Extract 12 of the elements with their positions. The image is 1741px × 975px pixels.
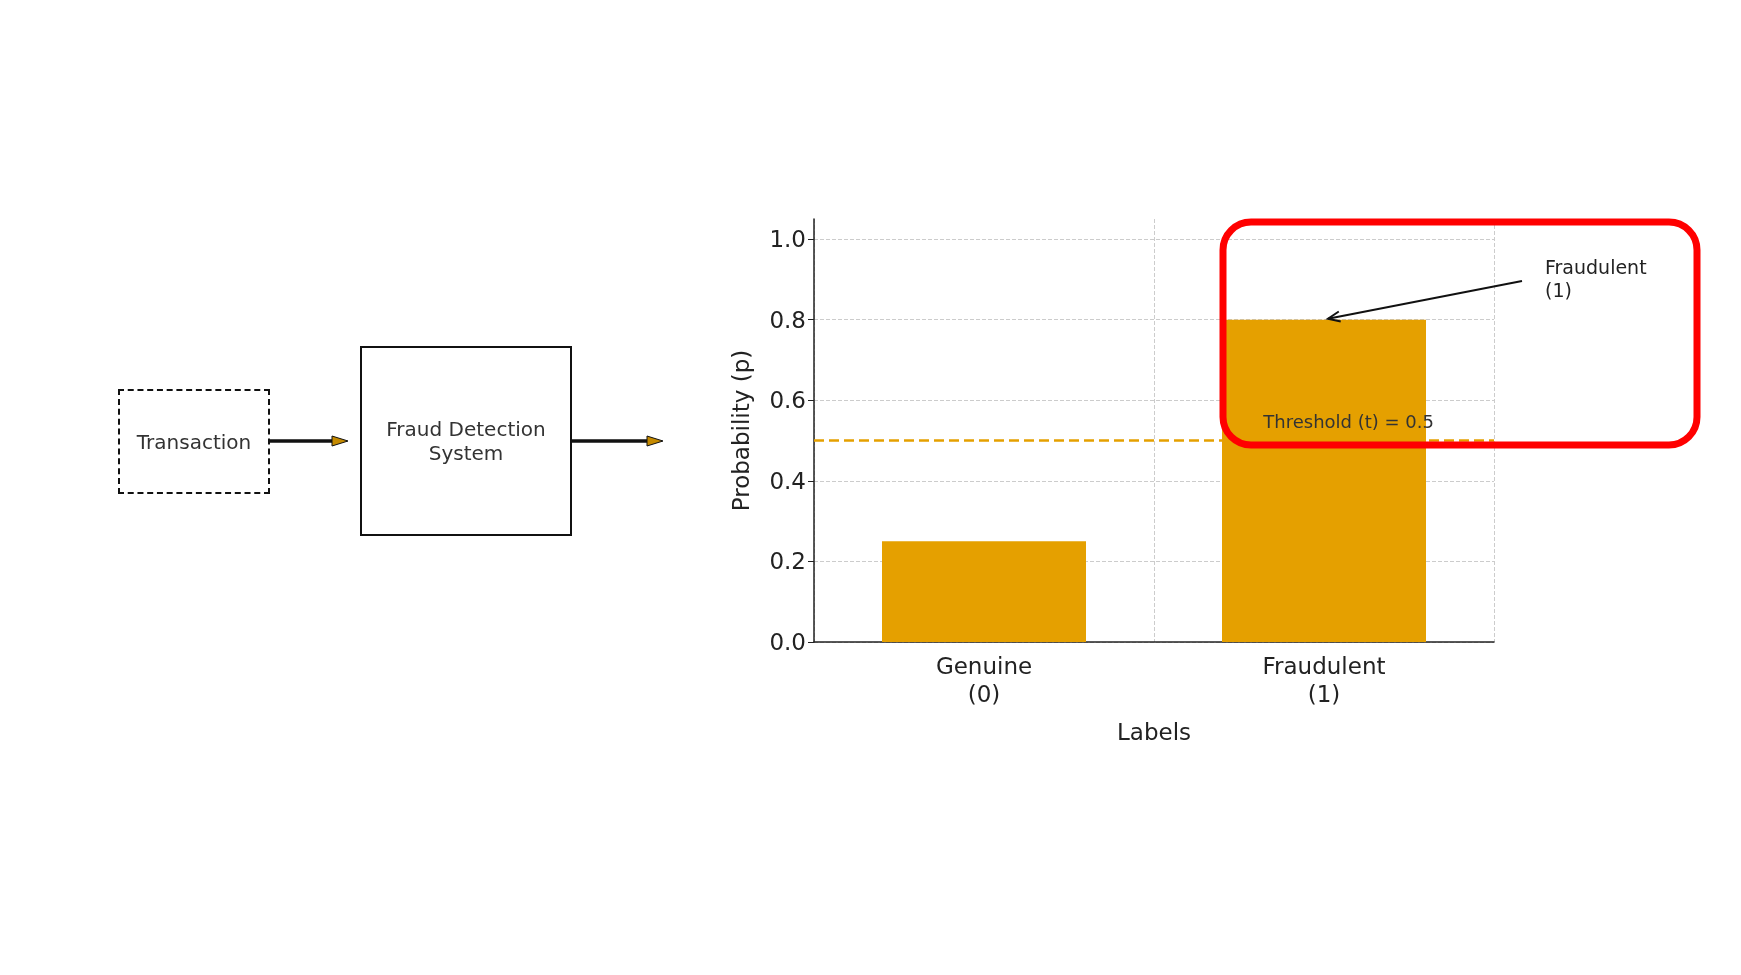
y-tick-label: 0.8 — [769, 306, 806, 333]
y-tick-label: 0.2 — [769, 548, 806, 575]
x-tick-label: Genuine (0) — [935, 653, 1033, 707]
y-tick-label: 0.6 — [769, 387, 806, 414]
y-tick-label: 0.0 — [769, 629, 806, 655]
y-axis-title: Probability (p) — [727, 349, 754, 512]
x-axis-title: Labels — [1116, 718, 1192, 745]
text: Fraud Detection System — [360, 346, 572, 536]
y-tick-label: 1.0 — [769, 226, 806, 253]
annotation: Fraudulent (1) — [1545, 256, 1647, 301]
text: Transaction — [118, 389, 270, 494]
y-tick-label: 0.4 — [769, 467, 806, 494]
